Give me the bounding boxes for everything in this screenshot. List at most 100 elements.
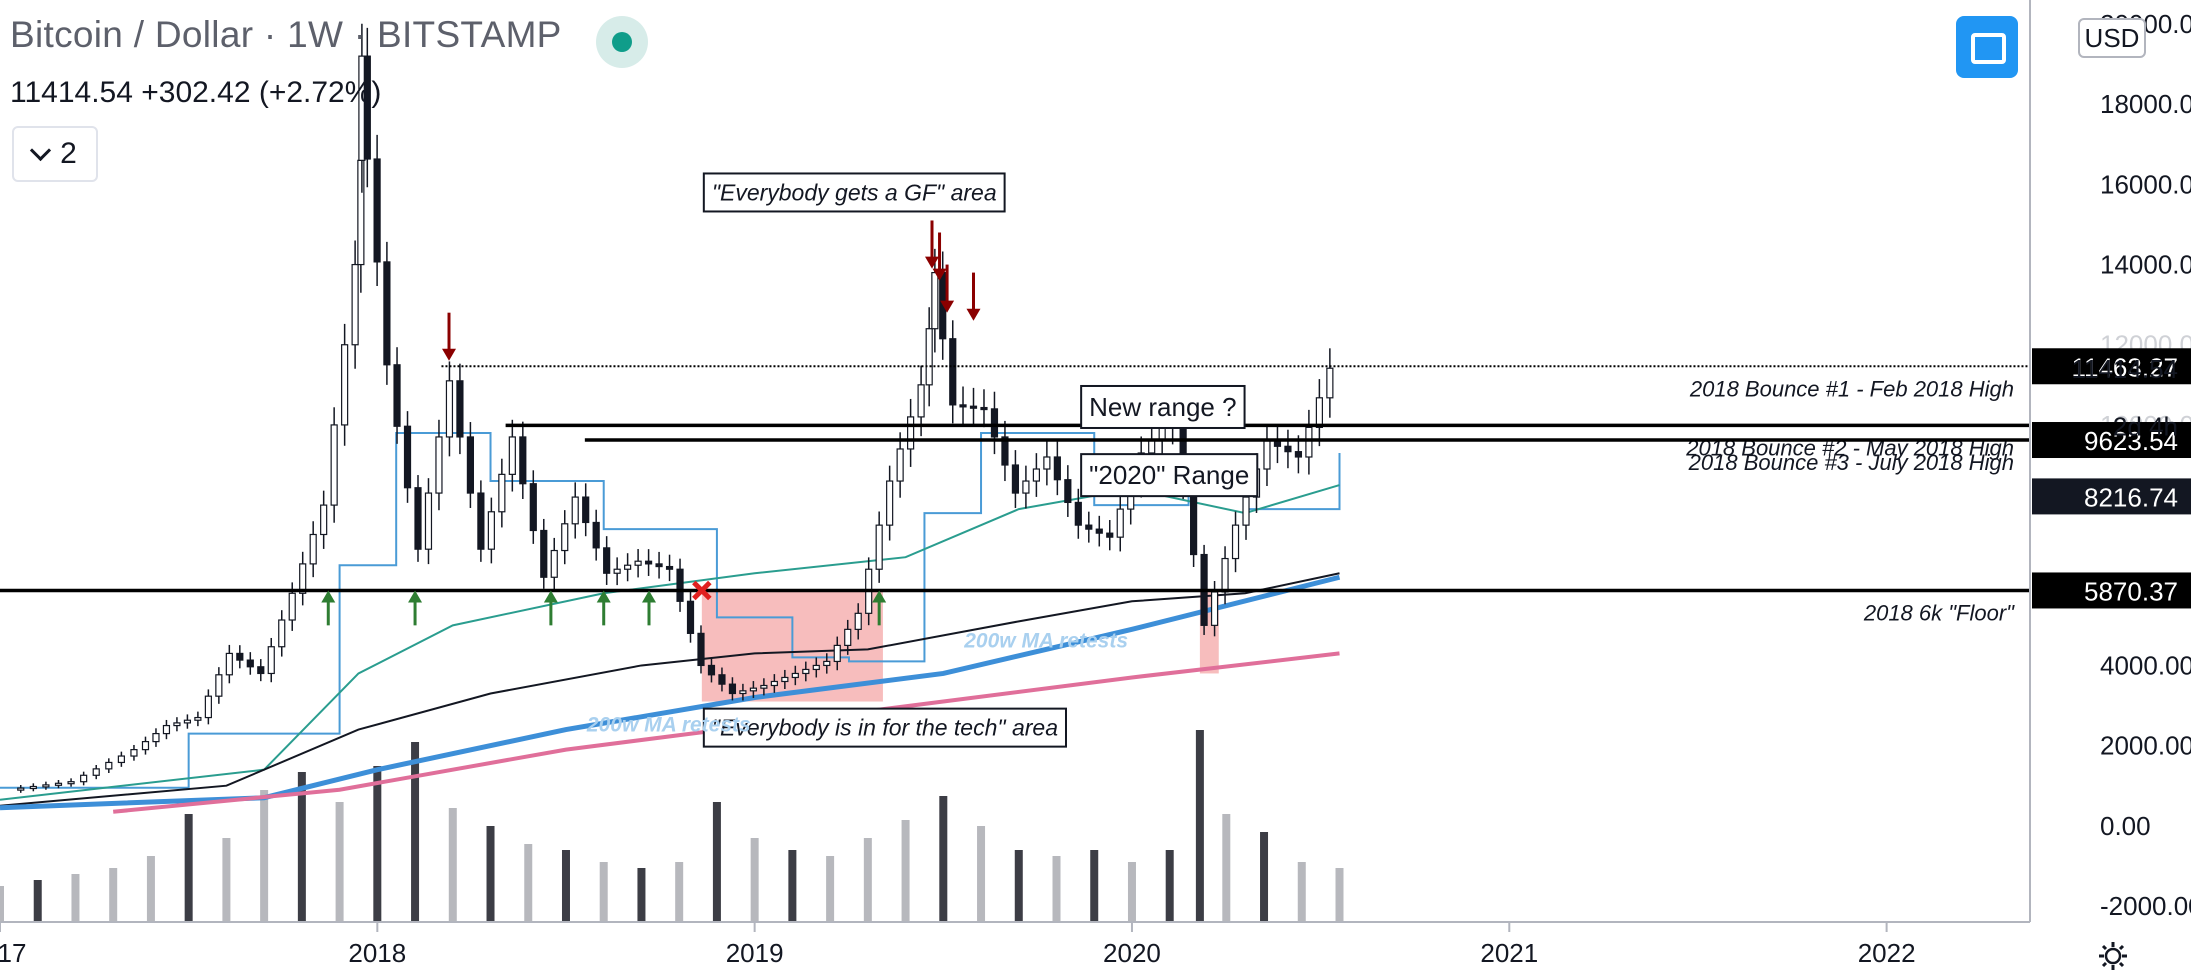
green-up-arrow-head — [408, 590, 423, 603]
candle-down — [686, 600, 695, 634]
y-tick-label: 16000.00 — [2100, 169, 2191, 199]
candle-up — [278, 619, 286, 648]
x-tick-label: 2020 — [1103, 938, 1161, 968]
y-tick-label: 2000.00 — [2100, 731, 2191, 761]
candle-up — [357, 159, 365, 266]
candle-down — [676, 568, 684, 602]
time-axis: 17 2018 2019 2020 2021 2022 — [0, 922, 1916, 968]
volume-bar — [1222, 814, 1231, 922]
candle-down — [592, 521, 600, 549]
price-axis: 20000.0018000.0016000.0014000.0012000.00… — [2100, 9, 2191, 921]
candle-down — [980, 406, 988, 411]
green-up-arrow-head — [321, 590, 336, 603]
symbol-title[interactable]: Bitcoin / Dollar · 1W · BITSTAMP — [10, 14, 562, 55]
candle-up — [320, 504, 328, 536]
candle-down — [603, 547, 611, 574]
candle-down — [697, 632, 705, 667]
candle-down — [519, 436, 527, 485]
price-label: 5870.37 — [2084, 576, 2178, 606]
volume-bar — [373, 766, 382, 922]
price-label-box — [2032, 348, 2191, 385]
volume-bar — [1260, 832, 1269, 922]
volume-bar — [826, 856, 835, 922]
candle-down — [363, 55, 371, 160]
green-up-arrow-head — [596, 590, 611, 603]
candle-up — [29, 785, 37, 790]
candle-down — [246, 659, 254, 668]
indicator-count: 2 — [60, 137, 77, 170]
candle-up — [141, 741, 150, 751]
volume-bar — [863, 838, 872, 922]
candle-up — [1242, 496, 1250, 526]
red-down-arrow-head — [966, 308, 981, 321]
candle-down — [466, 436, 475, 494]
candle-down — [655, 563, 663, 568]
candle-up — [917, 384, 925, 418]
level-label: 2018 Bounce #3 - July 2018 High — [1688, 450, 2014, 475]
screenshot-icon[interactable] — [1956, 16, 2018, 78]
candle-up — [17, 787, 25, 791]
candle-up — [760, 684, 768, 689]
candle-down — [990, 408, 999, 438]
annotation-box — [702, 172, 1006, 213]
candle-up — [812, 664, 820, 671]
y-tick-label: 18000.00 — [2100, 89, 2191, 119]
candle-up — [80, 774, 88, 783]
candle-up — [907, 416, 915, 450]
x-tick-label: 2019 — [726, 938, 784, 968]
gear-icon[interactable] — [2096, 940, 2130, 970]
candle-up — [1022, 480, 1030, 494]
candle-up — [92, 768, 100, 776]
moving-average-line — [0, 572, 1340, 807]
annotation-box — [702, 707, 1067, 748]
candle-down — [393, 364, 401, 427]
candle-up — [54, 782, 63, 786]
candle-up — [130, 749, 138, 757]
candle-down — [707, 664, 716, 676]
volume-bar — [71, 874, 80, 922]
candle-up — [498, 473, 506, 513]
market-status-icon[interactable] — [596, 16, 648, 68]
volume-bar — [712, 802, 721, 922]
chevron-down-icon — [30, 139, 52, 161]
candle-down — [1074, 501, 1082, 526]
candle-up — [886, 480, 894, 526]
candle-down — [1053, 456, 1061, 481]
candle-down — [959, 404, 967, 408]
moving-average-line — [0, 484, 1340, 801]
candle-up — [624, 564, 632, 570]
price-quote: 11414.54 +302.42 (+2.72%) — [10, 76, 382, 109]
candle-up — [445, 380, 454, 438]
candle-up — [215, 674, 223, 697]
currency-button[interactable]: USD — [2078, 18, 2146, 58]
candle-up — [162, 724, 171, 735]
candle-down — [969, 405, 978, 409]
candle-up — [105, 761, 113, 770]
green-up-arrow-head — [543, 590, 558, 603]
volume-bar — [788, 850, 797, 922]
volume-bar — [939, 796, 948, 922]
candle-up — [875, 524, 883, 570]
candle-up — [435, 436, 443, 494]
candle-down — [1095, 528, 1103, 534]
volume-bar — [1090, 850, 1099, 922]
candle-down — [1001, 436, 1009, 466]
red-down-arrow-head — [932, 268, 947, 281]
candle-up — [225, 652, 233, 676]
annotation-text: "Everybody is in for the tech" area — [712, 715, 1058, 741]
candle-up — [791, 672, 799, 679]
indicators-collapse-button[interactable]: 2 — [12, 126, 98, 182]
volume-bar — [146, 856, 155, 922]
volume-bar — [222, 838, 231, 922]
candle-up — [1315, 397, 1323, 428]
candle-up — [634, 560, 642, 566]
candle-up — [896, 448, 904, 482]
candle-up — [770, 680, 778, 687]
volume-bar — [486, 826, 495, 922]
volume-bar — [1127, 862, 1136, 922]
candle-up — [424, 492, 433, 550]
candle-up — [854, 612, 862, 630]
volume-bar — [901, 820, 910, 922]
candle-up — [1032, 468, 1040, 482]
